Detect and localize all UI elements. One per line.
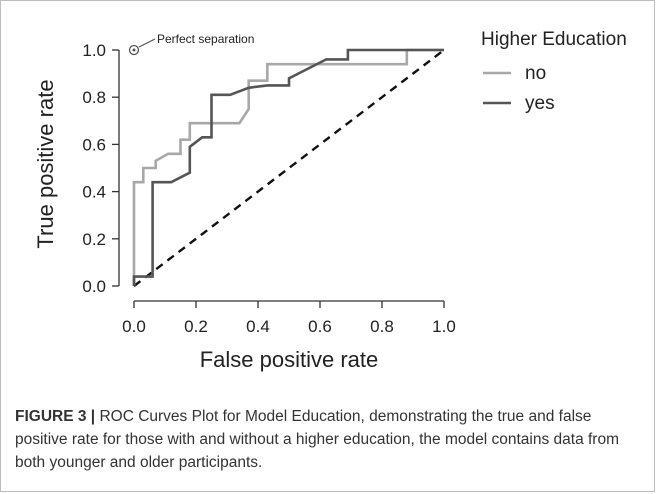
y-tick-label: 0.4 xyxy=(82,183,106,202)
y-tick-label: 0.8 xyxy=(82,88,106,107)
y-tick-label: 0.6 xyxy=(82,135,106,154)
chart-axes: 0.0 0.2 0.4 0.6 0.8 1.0 0.0 0.2 0.4 0.6 0.8 1.0 xyxy=(82,41,455,336)
y-tick-label: 0.2 xyxy=(82,230,106,249)
figure-caption: FIGURE 3 | ROC Curves Plot for Model Edu… xyxy=(15,405,641,474)
legend-label-yes: yes xyxy=(525,93,555,114)
y-tick-label: 1.0 xyxy=(82,41,106,60)
roc-line-yes xyxy=(132,48,444,286)
legend-title: Higher Education xyxy=(481,29,627,50)
y-axis-label: True positive rate xyxy=(33,79,58,248)
x-tick-label: 0.4 xyxy=(246,317,270,336)
annotation-label: Perfect separation xyxy=(157,32,254,46)
x-tick-label: 0.8 xyxy=(370,317,394,336)
x-tick-label: 0.2 xyxy=(184,317,208,336)
chance-diagonal-line xyxy=(133,49,445,287)
annotation-pointer xyxy=(138,38,156,48)
perfect-separation-marker xyxy=(128,44,140,56)
x-tick-label: 0.0 xyxy=(122,317,146,336)
x-tick-label: 0.6 xyxy=(308,317,332,336)
plot-area: Perfect separation xyxy=(128,32,445,287)
caption-label: FIGURE 3 | xyxy=(15,408,96,425)
y-tick-label: 0.0 xyxy=(82,277,106,296)
perfect-separation-dot xyxy=(132,48,136,52)
legend-label-no: no xyxy=(525,63,546,84)
x-tick-label: 1.0 xyxy=(432,317,456,336)
legend: Higher Education no yes xyxy=(481,29,627,114)
roc-line-no xyxy=(132,48,444,286)
x-axis-label: False positive rate xyxy=(200,347,379,372)
roc-chart: 0.0 0.2 0.4 0.6 0.8 1.0 0.0 0.2 0.4 0.6 0.8 1.0 Per… xyxy=(33,29,627,372)
caption-text: ROC Curves Plot for Model Education, dem… xyxy=(15,408,619,471)
